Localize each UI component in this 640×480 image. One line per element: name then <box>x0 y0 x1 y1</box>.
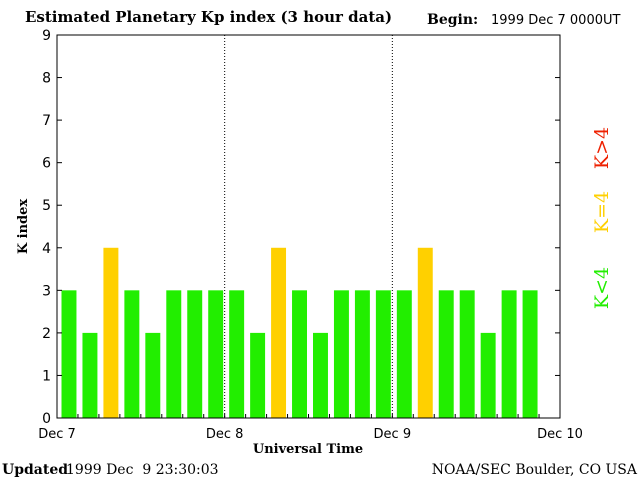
bar-series <box>61 247 538 418</box>
x-tick-label: Dec 9 <box>374 427 412 442</box>
y-tick-label: 1 <box>42 368 51 384</box>
kp-bar <box>501 290 517 418</box>
kp-bar <box>522 290 538 418</box>
legend-k-above-4: K>4 <box>591 127 613 169</box>
x-axis-ticks: Dec 7 Dec 8 Dec 9 Dec 10 <box>38 414 583 442</box>
y-tick-label: 8 <box>42 71 51 87</box>
kp-bar <box>292 290 307 418</box>
x-tick-label: Dec 10 <box>537 427 583 442</box>
kp-bar <box>396 290 412 418</box>
begin-label: Begin: <box>427 12 478 28</box>
x-tick-label: Dec 7 <box>38 427 76 442</box>
y-tick-label: 7 <box>42 113 51 129</box>
kp-bar <box>61 290 77 418</box>
kp-bar <box>166 290 182 418</box>
legend-k-below-4: K<4 <box>591 267 613 309</box>
kp-bar <box>459 290 475 418</box>
y-tick-label: 5 <box>42 198 51 214</box>
x-axis-title: Universal Time <box>253 442 363 457</box>
y-axis-ticks: 0 1 2 3 4 5 6 7 8 9 <box>42 28 560 427</box>
kp-bar <box>250 332 266 418</box>
updated-value: 1999 Dec 9 23:30:03 <box>66 462 219 478</box>
updated-label: Updated <box>2 462 68 478</box>
kp-bar <box>271 247 287 418</box>
x-tick-label: Dec 8 <box>206 427 244 442</box>
y-tick-label: 0 <box>42 411 51 427</box>
legend-k-equal-4: K=4 <box>591 191 613 233</box>
day-gridlines <box>224 35 393 418</box>
y-tick-label: 9 <box>42 28 51 44</box>
y-tick-label: 2 <box>42 326 51 342</box>
source-credit: NOAA/SEC Boulder, CO USA <box>432 462 638 478</box>
kp-bar <box>417 247 433 418</box>
kp-bar <box>145 332 161 418</box>
begin-value: 1999 Dec 7 0000UT <box>491 13 621 28</box>
kp-bar <box>208 290 224 418</box>
kp-bar <box>313 332 328 418</box>
kp-bar <box>375 290 391 418</box>
chart-title: Estimated Planetary Kp index (3 hour dat… <box>25 8 392 26</box>
kp-bar <box>103 247 119 418</box>
kp-bar <box>82 332 98 418</box>
kp-bar <box>438 290 454 418</box>
y-axis-title: K index <box>16 199 31 255</box>
kp-bar <box>354 290 370 418</box>
kp-bar <box>187 290 203 418</box>
y-tick-label: 4 <box>42 241 51 257</box>
kp-bar <box>124 290 140 418</box>
kp-bar <box>333 290 349 418</box>
kp-bar <box>480 332 496 418</box>
y-tick-label: 3 <box>42 283 51 299</box>
kp-bar <box>229 290 245 418</box>
y-tick-label: 6 <box>42 156 51 172</box>
